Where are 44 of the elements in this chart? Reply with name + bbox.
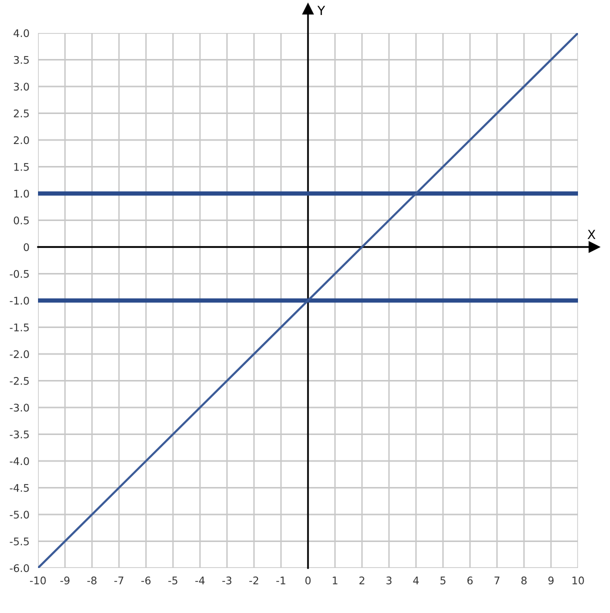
x-tick-label: 0: [305, 576, 311, 584]
y-tick-label: -4.5: [10, 484, 29, 492]
x-tick-label: -9: [60, 576, 70, 584]
y-tick-label: 1.0: [14, 190, 29, 198]
y-tick-label: -1.0: [10, 296, 29, 305]
y-tick-label: -2.0: [10, 350, 29, 358]
x-tick-label: 9: [548, 576, 554, 584]
y-tick-label: -3.0: [10, 404, 29, 412]
y-tick-label: 0.5: [14, 216, 29, 224]
x-tick-label: -7: [114, 576, 124, 584]
y-tick-label: 3.0: [14, 82, 29, 91]
x-tick-label: -3: [222, 576, 232, 584]
y-tick-label: -3.5: [10, 430, 29, 438]
x-tick-label: 7: [494, 576, 500, 584]
x-tick-label: 3: [386, 576, 392, 584]
y-tick-label: -5.0: [10, 510, 29, 519]
y-axis-title: Y: [317, 6, 326, 16]
x-tick-label: -4: [195, 576, 205, 584]
y-tick-label: 1.5: [14, 163, 29, 171]
x-axis-title: X: [588, 230, 596, 240]
y-tick-label: -1.5: [10, 324, 29, 332]
x-tick-label: -5: [168, 576, 178, 584]
x-tick-label: 1: [332, 576, 338, 584]
x-tick-label: 6: [467, 576, 473, 584]
y-tick-label: 2.0: [14, 136, 29, 144]
y-tick-label: -4.0: [10, 457, 29, 466]
y-tick-label: 0: [24, 243, 29, 252]
x-tick-label: 4: [413, 576, 419, 584]
y-tick-label: 4.0: [14, 29, 29, 38]
x-tick-label: 5: [440, 576, 446, 584]
y-tick-label: -0.5: [10, 270, 29, 278]
x-tick-label: 2: [359, 576, 364, 584]
y-tick-label: 2.5: [14, 109, 29, 118]
x-tick-label: -1: [276, 576, 286, 584]
x-tick-label: -6: [141, 576, 151, 584]
x-tick-label: 8: [521, 576, 527, 584]
y-tick-label: -5.5: [10, 538, 29, 546]
x-tick-label: -2: [249, 576, 258, 584]
y-tick-label: 3.5: [14, 56, 29, 64]
x-tick-label: -10: [30, 576, 46, 584]
x-tick-label: -8: [87, 576, 96, 584]
y-tick-label: -2.5: [10, 376, 29, 385]
y-tick-label: -6.0: [10, 564, 29, 572]
x-tick-label: 10: [572, 576, 584, 584]
